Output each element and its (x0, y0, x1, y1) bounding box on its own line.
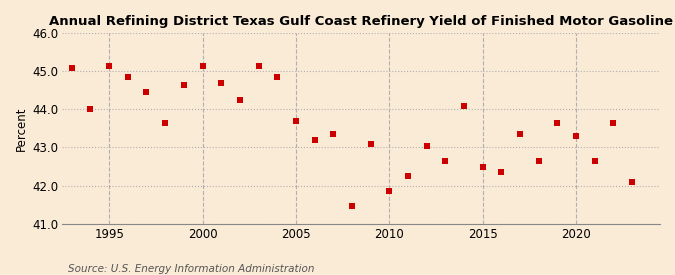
Point (346, 204, 357, 209)
Point (141, 90, 152, 95)
Point (552, 120, 563, 125)
Point (309, 138, 320, 142)
Point (160, 120, 171, 125)
Point (608, 120, 619, 125)
Point (458, 103, 469, 108)
Point (178, 82, 189, 87)
Point (85, 107, 96, 112)
Point (440, 159, 451, 163)
Point (496, 170, 507, 174)
Point (216, 81, 227, 85)
Point (402, 174, 413, 178)
Point (104, 64, 115, 68)
Point (589, 159, 600, 163)
Point (328, 132, 339, 136)
Point (570, 134, 581, 138)
Point (272, 75, 283, 79)
Point (365, 141, 376, 146)
Text: Source: U.S. Energy Information Administration: Source: U.S. Energy Information Administ… (68, 264, 314, 274)
Point (66, 65, 77, 70)
Point (626, 180, 637, 184)
Point (253, 64, 264, 68)
Point (421, 143, 432, 148)
Point (384, 189, 395, 193)
Y-axis label: Percent: Percent (15, 106, 28, 151)
Point (477, 164, 488, 169)
Point (533, 159, 544, 163)
Title: Annual Refining District Texas Gulf Coast Refinery Yield of Finished Motor Gasol: Annual Refining District Texas Gulf Coas… (49, 15, 673, 28)
Point (234, 98, 245, 102)
Point (197, 64, 208, 68)
Point (122, 75, 133, 79)
Point (514, 132, 525, 136)
Point (290, 119, 301, 123)
